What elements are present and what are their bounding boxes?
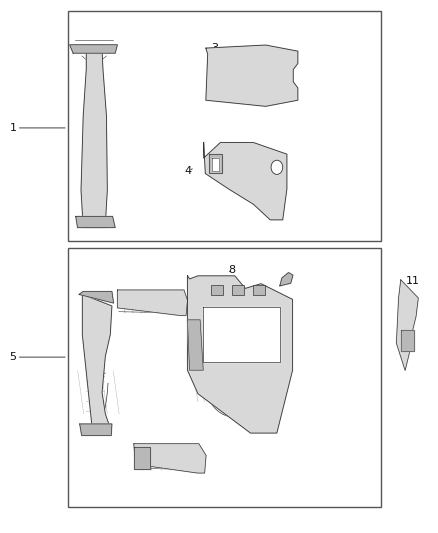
- Polygon shape: [82, 294, 112, 435]
- Polygon shape: [203, 307, 280, 362]
- Polygon shape: [81, 45, 107, 228]
- Polygon shape: [209, 154, 222, 174]
- Text: 8: 8: [229, 265, 236, 275]
- Text: 5: 5: [10, 352, 17, 362]
- Bar: [68, 248, 381, 507]
- Polygon shape: [76, 216, 115, 228]
- Polygon shape: [187, 320, 203, 370]
- Bar: [211, 285, 223, 295]
- Polygon shape: [70, 45, 117, 53]
- Text: 2: 2: [95, 163, 102, 173]
- Bar: [68, 11, 381, 241]
- Bar: [253, 285, 265, 295]
- Text: 3: 3: [211, 43, 218, 53]
- Polygon shape: [206, 45, 298, 107]
- Text: 11: 11: [406, 277, 420, 286]
- Polygon shape: [187, 276, 293, 433]
- Polygon shape: [80, 424, 112, 435]
- Bar: [232, 285, 244, 295]
- Polygon shape: [204, 142, 287, 220]
- Polygon shape: [117, 290, 187, 316]
- Polygon shape: [212, 158, 219, 171]
- Circle shape: [271, 160, 283, 174]
- Text: 6: 6: [97, 371, 104, 381]
- Text: 7: 7: [143, 295, 150, 304]
- Text: 1: 1: [10, 123, 17, 133]
- Polygon shape: [401, 329, 414, 351]
- Text: 4: 4: [185, 166, 192, 175]
- Polygon shape: [280, 272, 293, 286]
- Polygon shape: [134, 447, 150, 469]
- Polygon shape: [79, 292, 113, 303]
- Polygon shape: [134, 443, 206, 473]
- Text: 10: 10: [163, 459, 177, 469]
- Text: 9: 9: [280, 311, 287, 320]
- Polygon shape: [396, 280, 418, 370]
